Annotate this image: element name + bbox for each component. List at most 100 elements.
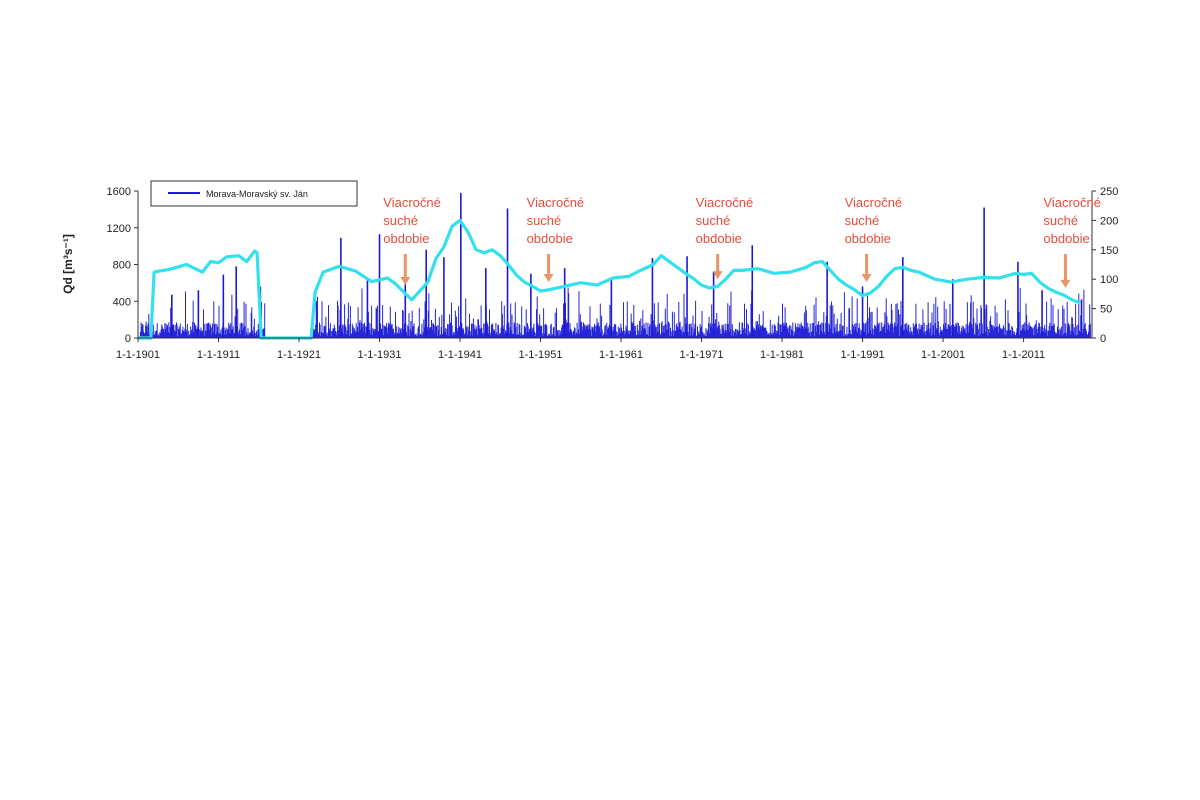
moving-average-point <box>1063 294 1065 296</box>
annotation-arrow-head <box>861 274 872 283</box>
annotation-text: Viacročné <box>696 195 754 210</box>
moving-average-point <box>757 267 759 270</box>
y2-tick-label: 0 <box>1100 333 1106 345</box>
moving-average-point <box>716 285 719 288</box>
moving-average-point <box>394 283 397 285</box>
daily-discharge-series <box>139 192 1091 338</box>
moving-average-point <box>475 249 477 251</box>
y2-tick-label: 200 <box>1100 215 1118 227</box>
moving-average-point <box>153 271 155 273</box>
moving-average-point <box>636 271 638 273</box>
moving-average-point <box>894 267 896 270</box>
moving-average-point <box>813 261 816 264</box>
moving-average-point <box>322 271 325 273</box>
y-tick-label: 0 <box>125 333 131 345</box>
y2-tick-label: 50 <box>1100 304 1112 316</box>
annotation-text: Viacročné <box>527 195 585 210</box>
legend-label: Morava-Moravský sv. Ján <box>206 189 308 199</box>
moving-average-point <box>386 277 389 279</box>
drought-annotations: Viacročné suché obdobie Viacročné suché obdob… <box>383 195 1101 288</box>
moving-average-point <box>668 260 671 263</box>
moving-average-point <box>741 269 743 272</box>
legend: Morava-Moravský sv. Ján <box>150 180 358 207</box>
moving-average-point <box>821 260 824 263</box>
moving-average-point <box>531 285 534 288</box>
moving-average-point <box>934 278 936 281</box>
moving-average-point <box>256 251 258 254</box>
moving-average-point <box>724 278 727 281</box>
x-tick-label: 1-1-1951 <box>519 349 563 361</box>
moving-average-point <box>483 251 486 254</box>
x-tick-label: 1-1-1971 <box>680 349 724 361</box>
y2-tick-label: 100 <box>1100 274 1118 286</box>
moving-average-point <box>612 277 614 279</box>
moving-average-point <box>402 291 405 293</box>
x-tick-label: 1-1-1991 <box>841 349 885 361</box>
x-tick-label: 1-1-1911 <box>197 349 240 361</box>
drought-annotation: Viacročné suché obdobie <box>527 195 585 283</box>
moving-average-point <box>877 285 880 288</box>
moving-average-point <box>829 269 832 272</box>
moving-average-point <box>910 269 912 272</box>
moving-average-point <box>225 256 228 258</box>
moving-average-point <box>676 266 679 269</box>
moving-average-point <box>314 291 316 293</box>
moving-average-point <box>628 275 630 278</box>
moving-average-point <box>652 263 654 266</box>
annotation-text: obdobie <box>696 231 742 246</box>
moving-average-point <box>419 290 421 292</box>
moving-average-point <box>966 278 968 281</box>
annotation-arrow-head <box>1060 279 1071 288</box>
moving-average-point <box>869 291 872 294</box>
moving-average-point <box>507 263 510 266</box>
drought-annotation: Viacročné suché obdobie <box>1043 195 1101 288</box>
x-tick-label: 1-1-1901 <box>116 349 160 361</box>
moving-average-point <box>201 271 204 273</box>
moving-average-point <box>1022 273 1025 276</box>
x-tick-label: 1-1-1931 <box>357 349 401 361</box>
x-tick-label: 1-1-1981 <box>760 349 804 361</box>
moving-average-point <box>237 254 240 257</box>
moving-average-point <box>217 261 220 264</box>
moving-average-point <box>998 277 1001 279</box>
annotation-text: suché <box>527 213 562 228</box>
moving-average-point <box>1038 281 1041 283</box>
y2-tick-label: 150 <box>1100 245 1118 257</box>
moving-average-point <box>539 290 542 292</box>
y-tick-label: 1600 <box>107 186 131 198</box>
moving-average-point <box>1071 299 1073 301</box>
y-tick-label: 800 <box>113 260 131 272</box>
moving-average-point <box>443 246 445 248</box>
moving-average-point <box>1030 272 1033 275</box>
moving-average-point <box>253 250 256 252</box>
moving-average-point <box>354 270 357 272</box>
moving-average-point <box>491 249 494 251</box>
moving-average-point <box>1055 291 1057 293</box>
moving-average-point <box>245 260 248 263</box>
annotation-text: Viacročné <box>383 195 441 210</box>
moving-average-point <box>950 281 952 283</box>
y-tick-label: 400 <box>113 296 131 308</box>
moving-average-point <box>410 299 413 301</box>
annotation-text: suché <box>845 213 880 228</box>
moving-average-point <box>789 271 791 273</box>
moving-average-point <box>700 284 703 286</box>
annotation-text: suché <box>383 213 418 228</box>
moving-average-point <box>523 281 526 283</box>
moving-average-point <box>596 284 598 286</box>
moving-average-point <box>708 287 711 289</box>
daily-discharge-spikes <box>139 287 1091 338</box>
moving-average-point <box>580 281 582 284</box>
moving-average-point <box>427 281 429 283</box>
moving-average-point <box>547 289 550 291</box>
moving-average-point <box>982 276 985 279</box>
moving-average-point <box>338 265 341 268</box>
annotation-text: obdobie <box>527 231 573 246</box>
drought-annotation: Viacročné suché obdobie <box>696 195 754 280</box>
annotation-text: obdobie <box>383 231 429 246</box>
moving-average-point <box>1046 287 1049 289</box>
y-axis-title: Qd [m³s⁻¹] <box>61 234 75 294</box>
moving-average-point <box>853 289 856 291</box>
